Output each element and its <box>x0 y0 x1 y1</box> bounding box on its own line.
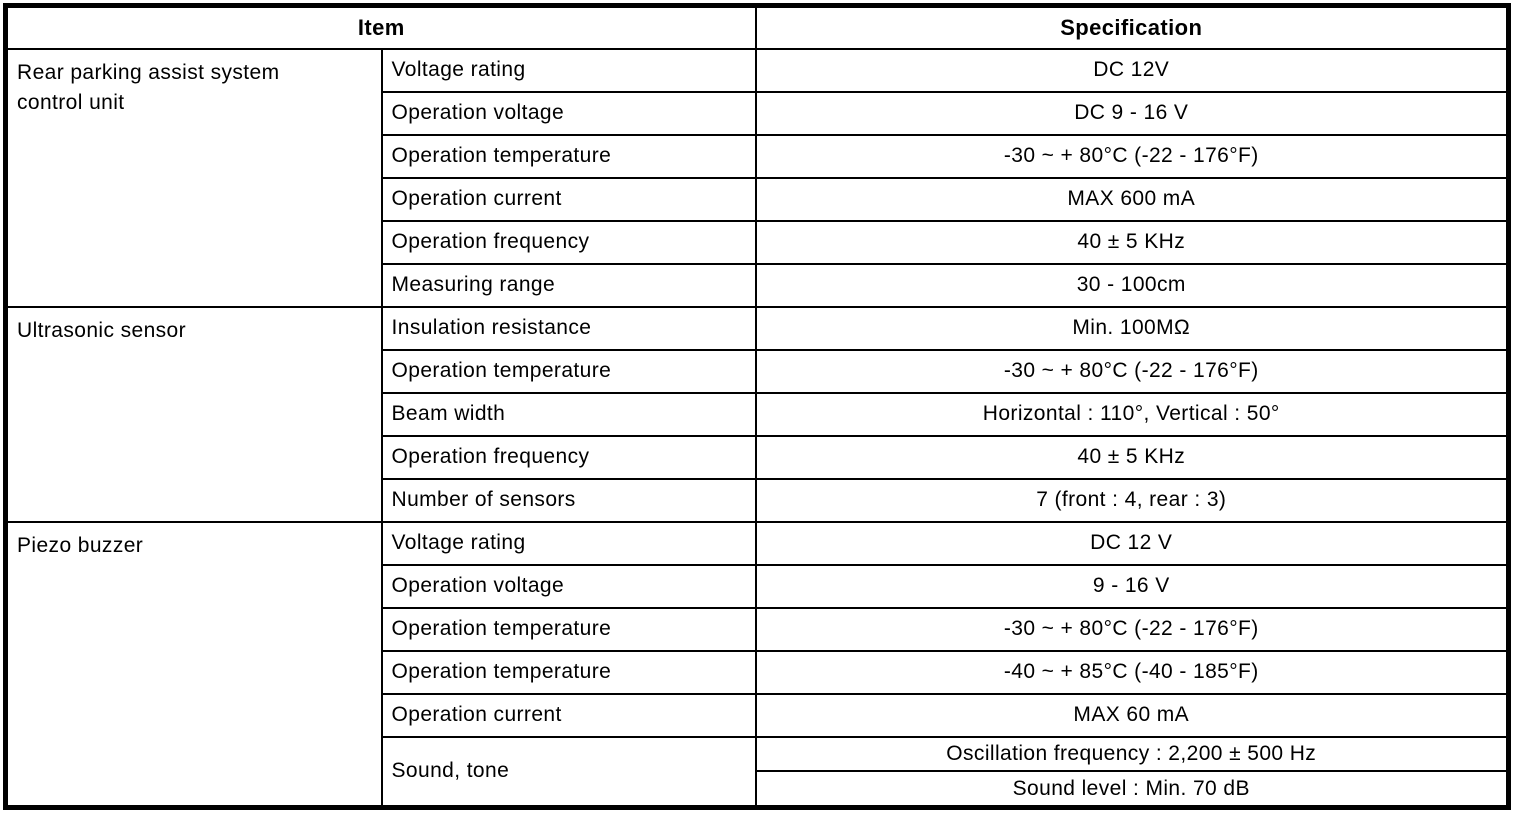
table-row: Operation frequency 40 ± 5 KHz <box>6 220 1510 265</box>
item-cell: Operation frequency <box>380 435 757 480</box>
table-row: Operation current MAX 600 mA <box>6 177 1510 222</box>
item-cell: Number of sensors <box>380 478 757 523</box>
table-row: Operation temperature -40 ~ + 85°C (-40 … <box>6 650 1510 695</box>
item-cell: Operation voltage <box>380 91 757 136</box>
category-cell-piezo-buzzer: Piezo buzzer <box>4 521 383 809</box>
spec-cell: -30 ~ + 80°C (-22 - 176°F) <box>754 349 1510 394</box>
table-row: Operation voltage 9 - 16 V <box>6 564 1510 609</box>
item-cell: Insulation resistance <box>380 306 757 351</box>
column-header-specification: Specification <box>754 4 1510 50</box>
spec-cell: -40 ~ + 85°C (-40 - 185°F) <box>754 650 1510 695</box>
item-cell-sound-tone: Sound, tone <box>380 736 757 809</box>
table-row: Measuring range 30 - 100cm <box>6 263 1510 308</box>
table-row: Ultrasonic sensor Insulation resistance … <box>4 306 1510 523</box>
spec-cell: Horizontal : 110°, Vertical : 50° <box>754 392 1510 437</box>
item-cell: Operation temperature <box>380 607 757 652</box>
table-row: Operation current MAX 60 mA <box>6 693 1510 738</box>
table-row: Operation voltage DC 9 - 16 V <box>6 91 1510 136</box>
item-cell: Voltage rating <box>380 48 757 93</box>
item-cell: Operation current <box>380 693 757 738</box>
spec-cell: MAX 60 mA <box>754 693 1510 738</box>
spec-cell: -30 ~ + 80°C (-22 - 176°F) <box>754 134 1510 179</box>
table-row: Operation temperature -30 ~ + 80°C (-22 … <box>6 607 1510 652</box>
spec-cell: DC 12 V <box>754 521 1510 566</box>
spec-cell: 40 ± 5 KHz <box>754 220 1510 265</box>
table-row: Sound, tone Oscillation frequency : 2,20… <box>6 735 1510 809</box>
spec-cell: MAX 600 mA <box>754 177 1510 222</box>
category-cell-ultrasonic-sensor: Ultrasonic sensor <box>4 306 383 523</box>
header-row: Item Specification <box>4 4 1510 50</box>
table-row: Sound level : Min. 70 dB <box>6 770 1510 809</box>
table-row: Number of sensors 7 (front : 4, rear : 3… <box>6 478 1510 523</box>
item-cell: Operation temperature <box>380 349 757 394</box>
table-row: Beam width Horizontal : 110°, Vertical :… <box>6 392 1510 437</box>
item-cell: Voltage rating <box>380 521 757 566</box>
table-row: Operation temperature -30 ~ + 80°C (-22 … <box>6 349 1510 394</box>
spec-cell: Oscillation frequency : 2,200 ± 500 Hz <box>754 735 1510 773</box>
item-cell: Operation current <box>380 177 757 222</box>
spec-cell: -30 ~ + 80°C (-22 - 176°F) <box>754 607 1510 652</box>
spec-cell: Sound level : Min. 70 dB <box>754 770 1510 809</box>
spec-cell: Min. 100MΩ <box>754 306 1510 351</box>
column-header-item: Item <box>4 4 757 50</box>
spec-cell: 40 ± 5 KHz <box>754 435 1510 480</box>
item-cell: Measuring range <box>380 263 757 308</box>
spec-cell: 30 - 100cm <box>754 263 1510 308</box>
table-row: Operation temperature -30 ~ + 80°C (-22 … <box>6 134 1510 179</box>
specification-table: Item Specification Rear parking assist s… <box>3 3 1511 810</box>
item-cell: Beam width <box>380 392 757 437</box>
item-cell: Operation temperature <box>380 650 757 695</box>
item-cell: Operation temperature <box>380 134 757 179</box>
spec-cell: DC 9 - 16 V <box>754 91 1510 136</box>
table-row: Piezo buzzer Voltage rating DC 12 V <box>4 521 1510 809</box>
spec-cell: 7 (front : 4, rear : 3) <box>754 478 1510 523</box>
spec-cell: DC 12V <box>754 48 1510 93</box>
spec-cell: 9 - 16 V <box>754 564 1510 609</box>
item-cell: Operation frequency <box>380 220 757 265</box>
category-cell-control-unit: Rear parking assist system control unit <box>4 48 383 308</box>
table-row: Rear parking assist system control unit … <box>4 48 1510 308</box>
table-row: Operation frequency 40 ± 5 KHz <box>6 435 1510 480</box>
item-cell: Operation voltage <box>380 564 757 609</box>
